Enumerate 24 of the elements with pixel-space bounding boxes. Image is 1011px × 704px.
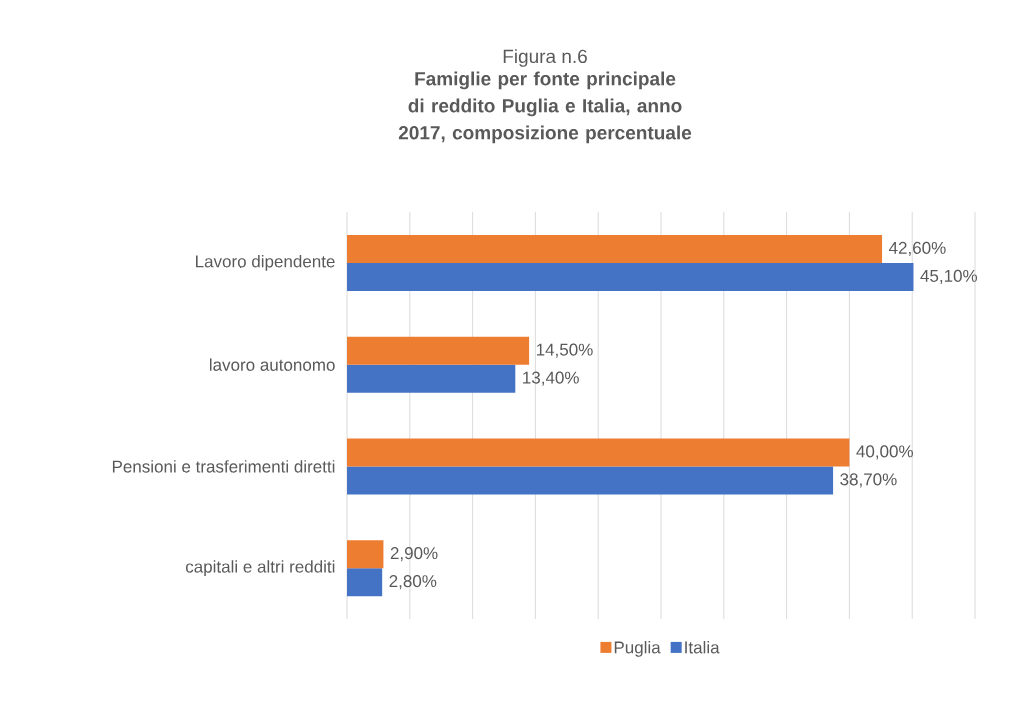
y-tick-label: capitali e altri redditi xyxy=(185,560,335,577)
bar xyxy=(347,540,384,569)
bar xyxy=(347,466,834,495)
bar xyxy=(347,234,883,263)
bar xyxy=(347,438,850,467)
data-label: 40,00% xyxy=(856,445,913,460)
data-label: 14,50% xyxy=(536,343,593,358)
y-tick-label: lavoro autonomo xyxy=(209,358,335,371)
legend-label: Puglia xyxy=(614,641,661,657)
chart-subtitle: Famiglie per fonte principale di reddito Puglia e Italia, anno 2017, composizione percentuale xyxy=(398,71,692,144)
bar xyxy=(347,262,914,291)
bar xyxy=(347,336,530,365)
data-label: 2,90% xyxy=(390,547,438,562)
data-label: 42,60% xyxy=(888,241,946,256)
bar xyxy=(347,568,383,597)
y-tick-label: Pensioni e trasferimenti diretti xyxy=(112,460,335,473)
data-label: 2,80% xyxy=(389,575,437,590)
data-label: 45,10% xyxy=(920,269,978,284)
y-tick-label: Lavoro dipendente xyxy=(196,254,335,271)
bar xyxy=(347,364,516,393)
data-label: 38,70% xyxy=(840,473,897,488)
data-label: 13,40% xyxy=(523,371,579,386)
chart-title: Figura n.6 xyxy=(503,49,587,67)
legend-label: Italia xyxy=(685,641,720,654)
